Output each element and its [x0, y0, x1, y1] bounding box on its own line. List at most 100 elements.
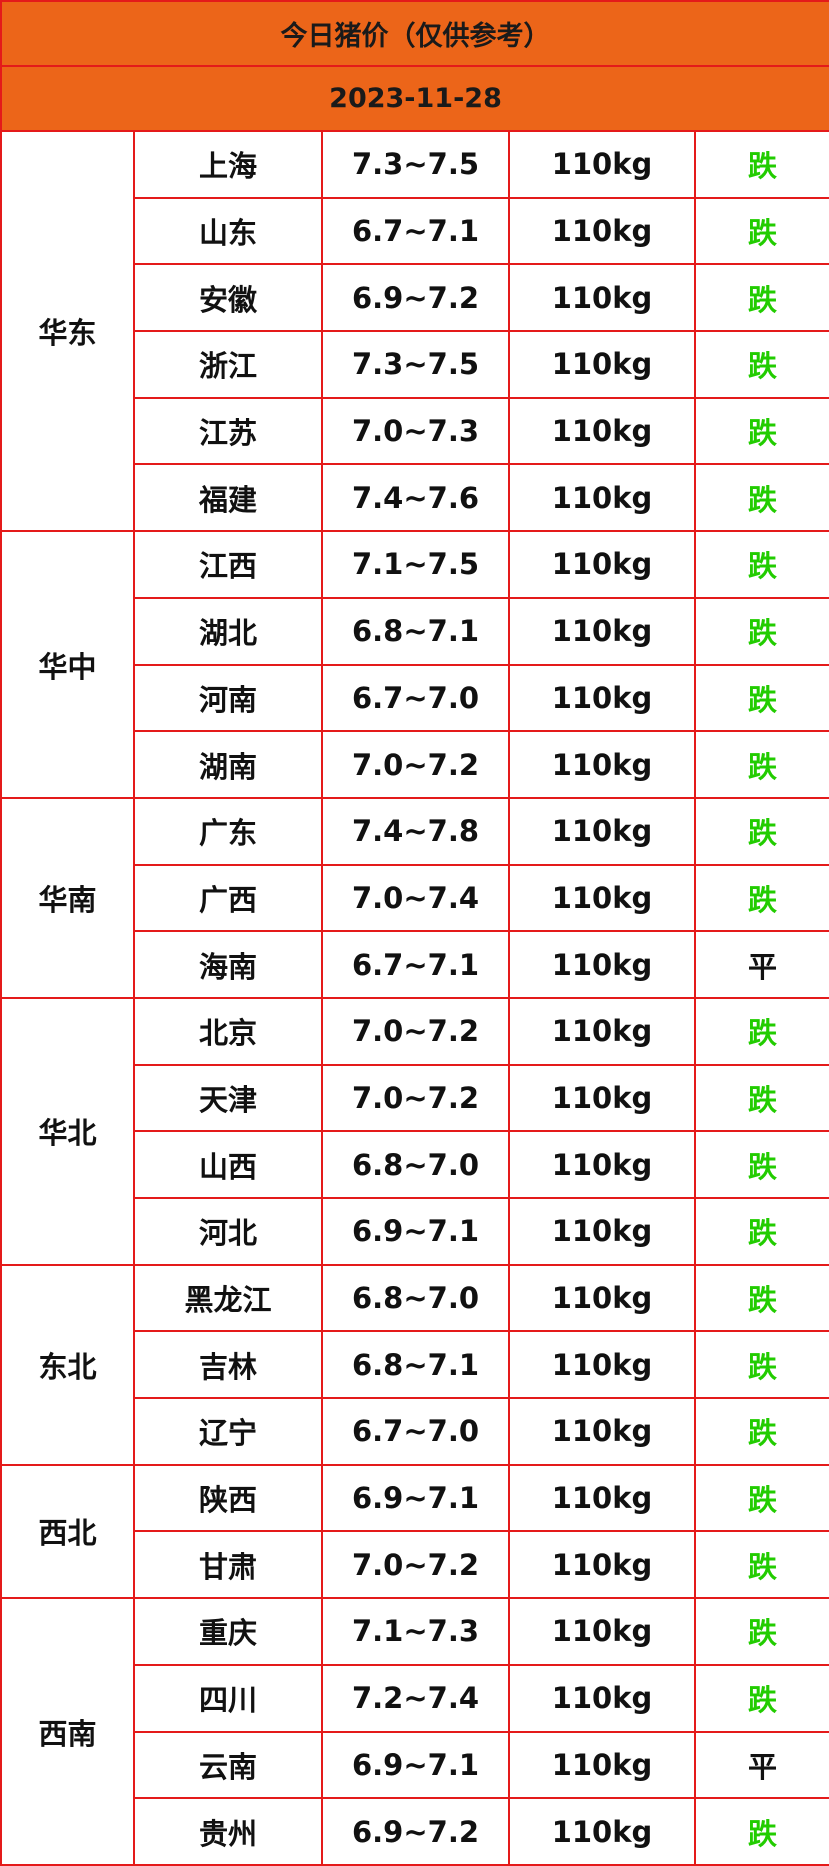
price: 6.8~7.0	[321, 1130, 510, 1199]
province: 陕西	[133, 1463, 323, 1533]
trend: 跌	[693, 1530, 829, 1600]
date-row: 2023-11-28	[0, 65, 829, 132]
row: 华中 江西 7.1~7.5 110kg 跌	[0, 530, 829, 799]
province: 湖南	[133, 730, 323, 799]
trend: 跌	[693, 1330, 829, 1400]
region: 华东	[0, 129, 135, 533]
price: 7.0~7.2	[321, 1530, 510, 1600]
province: 海南	[133, 930, 323, 999]
weight: 110kg	[508, 730, 696, 799]
region: 东北	[0, 1263, 135, 1466]
province: 福建	[133, 463, 323, 533]
province: 湖北	[133, 596, 323, 666]
province: 山东	[133, 196, 323, 266]
date: 2023-11-28	[0, 65, 829, 132]
row: 甘肃 7.0~7.2 110kg 跌	[1, 1530, 829, 1600]
trend: 跌	[693, 130, 829, 199]
price: 6.7~7.0	[321, 663, 510, 733]
row: 湖南 7.0~7.2 110kg 跌	[1, 730, 829, 799]
province: 河南	[133, 663, 323, 733]
weight: 110kg	[508, 796, 696, 866]
row: 华北 北京 7.0~7.2 110kg 跌	[0, 996, 829, 1266]
price: 6.9~7.1	[321, 1197, 510, 1266]
row: 云南 6.9~7.1 110kg 平	[1, 1730, 829, 1800]
province: 江苏	[133, 396, 323, 466]
weight: 110kg	[508, 196, 696, 266]
price: 6.9~7.2	[321, 1797, 510, 1866]
price: 6.7~7.1	[321, 196, 510, 266]
weight: 110kg	[508, 996, 696, 1066]
weight: 110kg	[508, 1197, 696, 1266]
province: 甘肃	[133, 1530, 323, 1600]
region: 西北	[0, 1463, 135, 1600]
row: 吉林 6.8~7.1 110kg 跌	[1, 1330, 829, 1400]
trend: 平	[693, 930, 829, 999]
province: 贵州	[133, 1797, 323, 1866]
weight: 110kg	[508, 1330, 696, 1400]
province: 山西	[133, 1130, 323, 1199]
province: 浙江	[133, 330, 323, 399]
province: 安徽	[133, 263, 323, 333]
weight: 110kg	[508, 930, 696, 999]
province: 河北	[133, 1197, 323, 1266]
weight: 110kg	[508, 530, 696, 599]
price: 6.8~7.1	[321, 1330, 510, 1400]
row: 西北 陕西 6.9~7.1 110kg 跌	[0, 1463, 829, 1600]
row: 天津 7.0~7.2 110kg 跌	[1, 1063, 829, 1133]
row: 江苏 7.0~7.3 110kg 跌	[1, 396, 829, 466]
weight: 110kg	[508, 1797, 696, 1866]
province: 广东	[133, 796, 323, 866]
price: 7.1~7.5	[321, 530, 510, 599]
province: 江西	[133, 530, 323, 599]
trend: 跌	[693, 1263, 829, 1333]
price: 7.0~7.2	[321, 996, 510, 1066]
row: 湖北 6.8~7.1 110kg 跌	[1, 596, 829, 666]
row: 山西 6.8~7.0 110kg 跌	[1, 1130, 829, 1199]
price: 7.0~7.4	[321, 863, 510, 933]
weight: 110kg	[508, 596, 696, 666]
weight: 110kg	[508, 1130, 696, 1199]
row: 华东 上海 7.3~7.5 110kg 跌	[0, 129, 829, 533]
title: 今日猪价（仅供参考）	[0, 0, 829, 67]
weight: 110kg	[508, 263, 696, 333]
weight: 110kg	[508, 1463, 696, 1533]
region: 华中	[0, 530, 135, 799]
weight: 110kg	[508, 663, 696, 733]
trend: 跌	[693, 663, 829, 733]
province: 北京	[133, 996, 323, 1066]
weight: 110kg	[508, 1730, 696, 1800]
trend: 跌	[693, 1063, 829, 1133]
price: 7.0~7.3	[321, 396, 510, 466]
price: 6.8~7.0	[321, 1263, 510, 1333]
title-row: 今日猪价（仅供参考）	[0, 0, 829, 67]
province: 黑龙江	[133, 1263, 323, 1333]
price: 7.4~7.6	[321, 463, 510, 533]
weight: 110kg	[508, 1530, 696, 1600]
trend: 跌	[693, 1663, 829, 1733]
trend: 跌	[693, 196, 829, 266]
price: 7.3~7.5	[321, 330, 510, 399]
trend: 跌	[693, 596, 829, 666]
row: 河北 6.9~7.1 110kg 跌	[1, 1197, 829, 1266]
weight: 110kg	[508, 863, 696, 933]
weight: 110kg	[508, 330, 696, 399]
price: 7.2~7.4	[321, 1663, 510, 1733]
trend: 跌	[693, 863, 829, 933]
weight: 110kg	[508, 1663, 696, 1733]
trend: 跌	[693, 263, 829, 333]
weight: 110kg	[508, 396, 696, 466]
price: 6.9~7.1	[321, 1463, 510, 1533]
price: 6.7~7.1	[321, 930, 510, 999]
row: 山东 6.7~7.1 110kg 跌	[1, 196, 829, 266]
province: 辽宁	[133, 1397, 323, 1466]
price: 6.9~7.2	[321, 263, 510, 333]
row: 广西 7.0~7.4 110kg 跌	[1, 863, 829, 933]
trend: 跌	[693, 1197, 829, 1266]
price: 7.3~7.5	[321, 130, 510, 199]
province: 吉林	[133, 1330, 323, 1400]
price: 7.1~7.3	[321, 1597, 510, 1666]
row: 辽宁 6.7~7.0 110kg 跌	[1, 1397, 829, 1466]
trend: 跌	[693, 730, 829, 799]
